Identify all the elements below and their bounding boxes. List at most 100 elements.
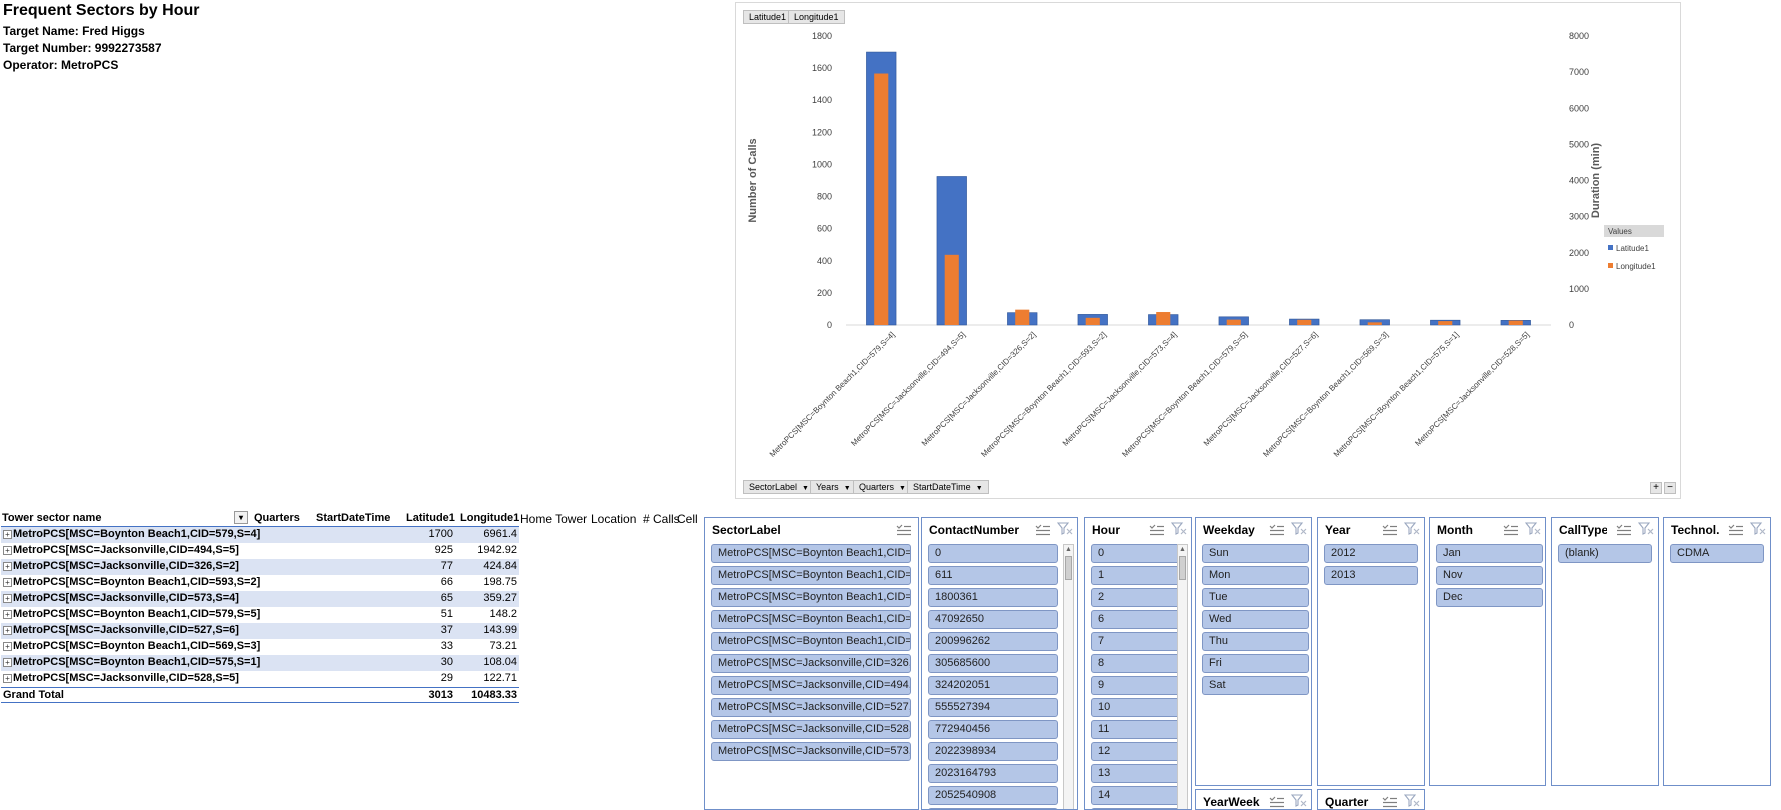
multi-select-icon[interactable]: [1269, 523, 1285, 536]
chart-value-button-longitude1[interactable]: Longitude1: [788, 10, 845, 24]
clear-filter-icon[interactable]: [1749, 522, 1766, 536]
slicer-contact[interactable]: ContactNumber 0 611 1800361 47092650 20099626…: [921, 517, 1078, 810]
scroll-up-icon[interactable]: ▲: [1065, 546, 1072, 553]
expand-icon[interactable]: +: [3, 658, 12, 667]
slicer-item[interactable]: Jan: [1436, 544, 1543, 563]
slicer-item[interactable]: 200996262: [928, 632, 1058, 651]
slicer-item[interactable]: 8: [1091, 654, 1185, 673]
slicer-item[interactable]: 2052540908: [928, 786, 1058, 805]
slicer-item[interactable]: 1: [1091, 566, 1185, 585]
col-longitude1[interactable]: Longitude1: [460, 512, 520, 524]
slicer-item[interactable]: MetroPCS[MSC=Boynton Beach1,CID=...: [711, 544, 911, 563]
slicer-item[interactable]: Wed: [1202, 610, 1309, 629]
expand-icon[interactable]: +: [3, 562, 12, 571]
col-cell[interactable]: Cell: [677, 512, 698, 526]
col-startdatetime[interactable]: StartDateTime: [316, 512, 391, 524]
col-location[interactable]: Location: [591, 512, 637, 526]
expand-icon[interactable]: +: [3, 642, 12, 651]
slicer-scrollbar[interactable]: ▲: [1177, 544, 1188, 809]
slicer-scrollbar[interactable]: ▲: [1063, 544, 1074, 809]
expand-icon[interactable]: +: [3, 626, 12, 635]
slicer-item[interactable]: (blank): [1558, 544, 1652, 563]
slicer-item[interactable]: Fri: [1202, 654, 1309, 673]
slicer-item[interactable]: 47092650: [928, 610, 1058, 629]
collapse-field-icon[interactable]: −: [1664, 482, 1676, 494]
slicer-item[interactable]: 6: [1091, 610, 1185, 629]
slicer-item[interactable]: MetroPCS[MSC=Jacksonville,CID=494,...: [711, 676, 911, 695]
slicer-item[interactable]: 9: [1091, 676, 1185, 695]
table-row[interactable]: + MetroPCS[MSC=Boynton Beach1,CID=575,S=1…: [1, 655, 519, 671]
slicer-sector[interactable]: SectorLabel MetroPCS[MSC=Boynton Beach1,C…: [704, 517, 919, 810]
slicer-item[interactable]: 0: [928, 544, 1058, 563]
slicer-item[interactable]: CDMA: [1670, 544, 1764, 563]
multi-select-icon[interactable]: [1503, 523, 1519, 536]
scroll-thumb[interactable]: [1065, 556, 1072, 580]
slicer-item[interactable]: Sun: [1202, 544, 1309, 563]
table-row[interactable]: + MetroPCS[MSC=Boynton Beach1,CID=579,S=5…: [1, 607, 519, 623]
slicer-item[interactable]: Dec: [1436, 588, 1543, 607]
multi-select-icon[interactable]: [896, 523, 912, 536]
scroll-up-icon[interactable]: ▲: [1179, 546, 1186, 553]
chart-axis-button-years[interactable]: Years ▼: [810, 480, 857, 494]
filter-sort-icon[interactable]: ▾: [234, 511, 248, 524]
chart-axis-button-sectorlabel[interactable]: SectorLabel ▼: [743, 480, 815, 494]
slicer-item[interactable]: Tue: [1202, 588, 1309, 607]
clear-filter-icon[interactable]: [1524, 522, 1541, 536]
slicer-item[interactable]: MetroPCS[MSC=Jacksonville,CID=527,...: [711, 698, 911, 717]
col-quarters[interactable]: Quarters: [254, 512, 300, 524]
slicer-item[interactable]: 611: [928, 566, 1058, 585]
slicer-hour[interactable]: Hour0126789101112131415▲: [1084, 517, 1192, 810]
expand-icon[interactable]: +: [3, 610, 12, 619]
slicer-item[interactable]: 2013: [1324, 566, 1418, 585]
slicer-item[interactable]: MetroPCS[MSC=Boynton Beach1,CID=...: [711, 588, 911, 607]
clear-filter-icon[interactable]: [1290, 794, 1307, 808]
expand-field-icon[interactable]: +: [1650, 482, 1662, 494]
slicer-item[interactable]: 2: [1091, 588, 1185, 607]
slicer-weekday[interactable]: Weekday Sun Mon Tue Wed Thu Fri Sat: [1195, 517, 1312, 786]
multi-select-icon[interactable]: [1382, 795, 1398, 808]
chart-axis-button-startdatetime[interactable]: StartDateTime ▼: [907, 480, 989, 494]
clear-filter-icon[interactable]: [1056, 522, 1073, 536]
slicer-item[interactable]: MetroPCS[MSC=Jacksonville,CID=326,...: [711, 654, 911, 673]
table-row[interactable]: + MetroPCS[MSC=Jacksonville,CID=573,S=4] 6…: [1, 591, 519, 607]
slicer-yearweek[interactable]: YearWeek: [1195, 789, 1312, 810]
slicer-item[interactable]: MetroPCS[MSC=Jacksonville,CID=573,...: [711, 742, 911, 761]
slicer-item[interactable]: Nov: [1436, 566, 1543, 585]
slicer-item[interactable]: 2023164793: [928, 764, 1058, 783]
slicer-item[interactable]: 1800361: [928, 588, 1058, 607]
slicer-item[interactable]: MetroPCS[MSC=Boynton Beach1,CID=...: [711, 632, 911, 651]
scroll-thumb[interactable]: [1179, 556, 1186, 580]
slicer-item[interactable]: 2022398934: [928, 742, 1058, 761]
multi-select-icon[interactable]: [1269, 795, 1285, 808]
table-row[interactable]: + MetroPCS[MSC=Jacksonville,CID=527,S=6] 3…: [1, 623, 519, 639]
slicer-quarter[interactable]: Quarter: [1317, 789, 1425, 810]
slicer-item[interactable]: Sat: [1202, 676, 1309, 695]
clear-filter-icon[interactable]: [1403, 522, 1420, 536]
expand-icon[interactable]: +: [3, 674, 12, 683]
clear-filter-icon[interactable]: [1290, 522, 1307, 536]
expand-icon[interactable]: +: [3, 546, 12, 555]
col-home-tower[interactable]: Home Tower: [520, 512, 588, 526]
slicer-item[interactable]: 13: [1091, 764, 1185, 783]
expand-icon[interactable]: +: [3, 594, 12, 603]
multi-select-icon[interactable]: [1616, 523, 1632, 536]
slicer-calltype[interactable]: CallType (blank): [1551, 517, 1659, 786]
slicer-technology[interactable]: Technol... CDMA: [1663, 517, 1771, 786]
slicer-item[interactable]: 12: [1091, 742, 1185, 761]
table-row[interactable]: + MetroPCS[MSC=Jacksonville,CID=494,S=5] 9…: [1, 543, 519, 559]
slicer-item[interactable]: 2052542905: [928, 808, 1058, 809]
multi-select-icon[interactable]: [1382, 523, 1398, 536]
multi-select-icon[interactable]: [1149, 523, 1165, 536]
table-row[interactable]: + MetroPCS[MSC=Boynton Beach1,CID=593,S=2…: [1, 575, 519, 591]
clear-filter-icon[interactable]: [1170, 522, 1187, 536]
multi-select-icon[interactable]: [1035, 523, 1051, 536]
slicer-item[interactable]: 14: [1091, 786, 1185, 805]
table-row[interactable]: + MetroPCS[MSC=Boynton Beach1,CID=569,S=3…: [1, 639, 519, 655]
slicer-year[interactable]: Year 2012 2013: [1317, 517, 1425, 786]
table-row[interactable]: + MetroPCS[MSC=Jacksonville,CID=528,S=5] 2…: [1, 671, 519, 687]
slicer-item[interactable]: Mon: [1202, 566, 1309, 585]
multi-select-icon[interactable]: [1728, 523, 1744, 536]
slicer-item[interactable]: 772940456: [928, 720, 1058, 739]
slicer-item[interactable]: 11: [1091, 720, 1185, 739]
chart-axis-button-quarters[interactable]: Quarters ▼: [853, 480, 912, 494]
